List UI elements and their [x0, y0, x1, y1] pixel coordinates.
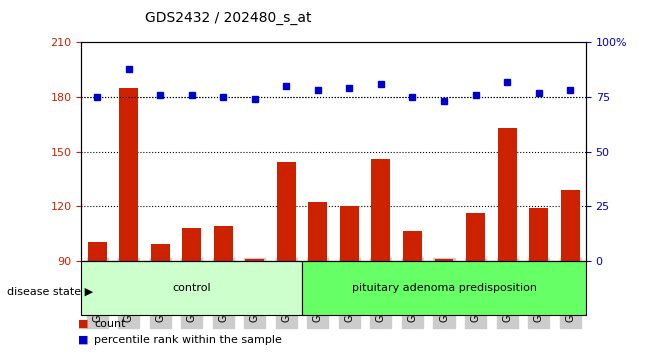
Text: count: count [94, 319, 126, 329]
Text: disease state ▶: disease state ▶ [7, 287, 92, 297]
Bar [435, 259, 454, 354]
Bar [561, 190, 579, 354]
Text: ■: ■ [78, 319, 89, 329]
Text: pituitary adenoma predisposition: pituitary adenoma predisposition [352, 283, 536, 293]
Text: control: control [173, 283, 211, 293]
Bar [182, 228, 201, 354]
Bar [277, 162, 296, 354]
Bar [372, 159, 391, 354]
FancyBboxPatch shape [81, 261, 302, 315]
Bar [245, 259, 264, 354]
Bar [151, 244, 170, 354]
Bar [340, 206, 359, 354]
Text: GDS2432 / 202480_s_at: GDS2432 / 202480_s_at [145, 11, 311, 25]
Bar [119, 88, 138, 354]
Bar [466, 213, 485, 354]
Bar [403, 232, 422, 354]
Bar [214, 226, 233, 354]
Text: percentile rank within the sample: percentile rank within the sample [94, 335, 283, 345]
Bar [88, 242, 107, 354]
Bar [529, 208, 548, 354]
Bar [497, 128, 516, 354]
FancyBboxPatch shape [302, 261, 586, 315]
Text: ■: ■ [78, 335, 89, 345]
Bar [309, 202, 327, 354]
